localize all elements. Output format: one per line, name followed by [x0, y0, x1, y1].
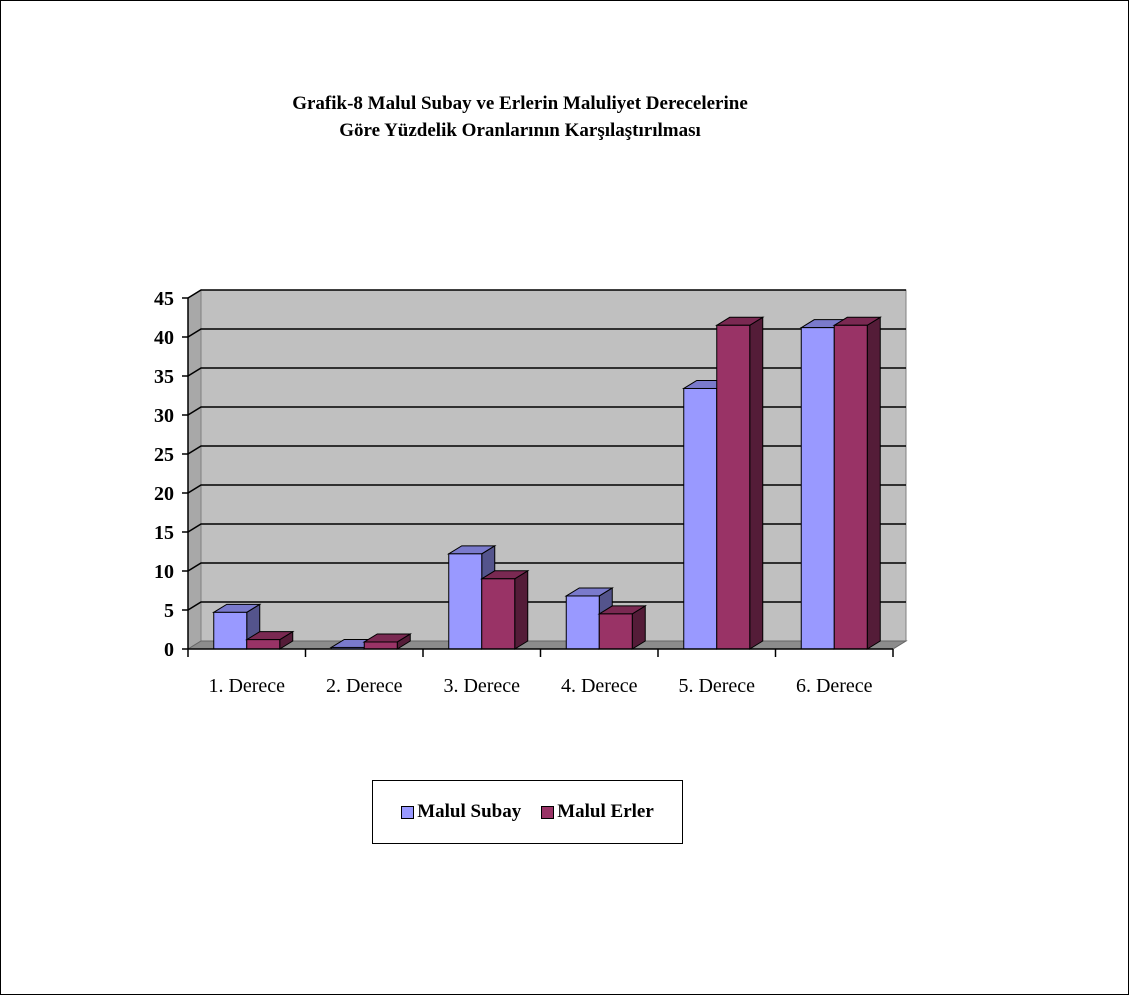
plot-area: [186, 289, 908, 650]
gridline: [187, 367, 906, 377]
y-tick-label: 20: [154, 483, 174, 505]
bar-front: [213, 611, 248, 650]
bar-side: [514, 569, 529, 650]
chart-title: Grafik-8 Malul Subay ve Erlerin Maluliye…: [200, 90, 840, 144]
gridline: [187, 328, 906, 338]
bar-side: [749, 316, 764, 650]
y-tick-label: 40: [154, 327, 174, 349]
gridline: [187, 562, 906, 572]
y-tick-label: 45: [154, 288, 174, 310]
gridline: [187, 445, 906, 455]
plot-side-wall: [187, 289, 202, 650]
bar-group: [211, 316, 883, 650]
x-tick-label: 6. Derece: [796, 675, 873, 697]
bar: [479, 569, 530, 650]
x-tick-label: 2. Derece: [326, 675, 403, 697]
bar-front: [683, 387, 718, 650]
y-tick-label: 15: [154, 522, 174, 544]
bar: [597, 605, 648, 650]
bar: [714, 316, 765, 650]
bar: [244, 630, 295, 650]
y-tick-label: 35: [154, 366, 174, 388]
bar: [362, 633, 413, 650]
bar-front: [448, 553, 483, 650]
plot-back-wall: [200, 289, 907, 642]
bar-front: [598, 613, 633, 650]
gridline: [187, 484, 906, 494]
y-tick-label: 25: [154, 444, 174, 466]
gridline: [187, 289, 906, 299]
x-tick-label: 5. Derece: [678, 675, 755, 697]
chart-title-line-2: Göre Yüzdelik Oranlarının Karşılaştırılm…: [339, 120, 701, 141]
gridline: [187, 601, 906, 611]
chart-title-line-1: Grafik-8 Malul Subay ve Erlerin Maluliye…: [292, 93, 748, 114]
legend-item-erler: Malul Erler: [541, 801, 654, 823]
bar-front: [833, 324, 868, 650]
y-tick-label: 0: [164, 639, 174, 661]
gridline: [187, 406, 906, 416]
bar-front: [565, 595, 600, 650]
bar-side: [866, 316, 881, 650]
y-tick-label: 5: [164, 600, 174, 622]
x-tick-label: 4. Derece: [561, 675, 638, 697]
legend-label-subay: Malul Subay: [417, 801, 522, 822]
bar: [832, 316, 883, 650]
plot-floor: [186, 640, 908, 650]
bar-front: [246, 639, 281, 650]
bar-front: [481, 578, 516, 650]
gridline: [187, 523, 906, 533]
axes: 0 5 10 15 20 25 30 35 40 45 1. Derece 2. Derece 3. D…: [154, 288, 894, 697]
legend: Malul Subay Malul Erler: [372, 780, 683, 844]
x-tick-label: 3. Derece: [443, 675, 520, 697]
bar-front: [716, 324, 751, 650]
legend-item-subay: Malul Subay: [401, 801, 521, 823]
y-tick-label: 30: [154, 405, 174, 427]
bar-front: [363, 641, 398, 650]
bar-front: [800, 327, 835, 650]
legend-swatch-subay: [401, 805, 415, 819]
legend-label-erler: Malul Erler: [557, 801, 654, 822]
legend-swatch-erler: [541, 805, 555, 819]
x-tick-label: 1. Derece: [208, 675, 285, 697]
y-tick-label: 10: [154, 561, 174, 583]
